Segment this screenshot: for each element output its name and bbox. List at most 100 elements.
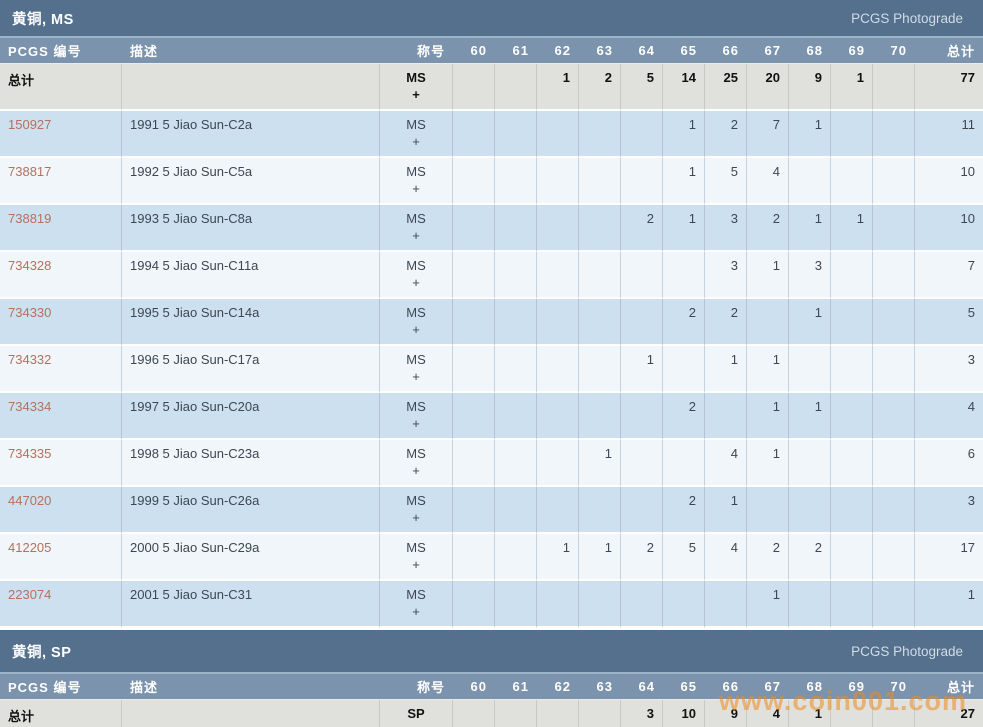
- col-header-grade-64: 64: [621, 674, 663, 700]
- designation-label: MS: [406, 540, 426, 555]
- col-header-grade-68: 68: [789, 674, 831, 700]
- section-brass-sp: 黄铜, SP PCGS Photograde PCGS 编号 描述 称号 60 61 62…: [0, 630, 983, 727]
- designation-cell: MS +: [380, 64, 453, 111]
- grade-cell-63: [579, 346, 621, 393]
- section-brass-ms: 黄铜, MS PCGS Photograde PCGS 编号 描述 称号 60 61 62…: [0, 0, 983, 628]
- grade-cell-70: [873, 111, 915, 158]
- grade-cell-70: [873, 581, 915, 628]
- grade-cell-69: 1: [831, 205, 873, 252]
- total-row: 总计 MS +1 2 5 14 25 20 9 1 77: [0, 64, 983, 111]
- grade-cell-62: [537, 487, 579, 534]
- pcgs-number-cell: 734330: [0, 299, 122, 346]
- grade-cell-68: 1: [789, 111, 831, 158]
- total-cell: 27: [915, 700, 983, 727]
- grade-cell-67: 2: [747, 534, 789, 581]
- grade-cell-65: [663, 346, 705, 393]
- plus-sign: +: [412, 604, 420, 619]
- col-header-grade-66: 66: [705, 674, 747, 700]
- pcgs-number-cell: 223074: [0, 581, 122, 628]
- grade-cell-63: [579, 252, 621, 299]
- grade-cell-60: [453, 205, 495, 252]
- grade-cell-67: 1: [747, 440, 789, 487]
- col-header-total: 总计: [915, 38, 983, 64]
- grade-cell-64: [621, 111, 663, 158]
- photograde-link[interactable]: PCGS Photograde: [851, 643, 963, 659]
- grade-cell-61: [495, 440, 537, 487]
- table-row: 412205 2000 5 Jiao Sun-C29a MS +1 1 2 5 4 2 2 17: [0, 534, 983, 581]
- designation-cell: MS +: [380, 581, 453, 628]
- grade-cell-65: 2: [663, 487, 705, 534]
- grade-cell-60: [453, 700, 495, 727]
- plus-sign: +: [412, 416, 420, 431]
- plus-sign: +: [412, 181, 420, 196]
- col-header-grade-64: 64: [621, 38, 663, 64]
- grade-cell-61: [495, 64, 537, 111]
- grade-cell-67: 7: [747, 111, 789, 158]
- grade-cell-61: [495, 158, 537, 205]
- grade-cell-62: [537, 205, 579, 252]
- grade-cell-61: [495, 252, 537, 299]
- pcgs-number-link[interactable]: 734330: [8, 305, 52, 320]
- pcgs-number-link[interactable]: 150927: [8, 117, 52, 132]
- col-header-grade-70: 70: [873, 674, 915, 700]
- grade-cell-60: [453, 299, 495, 346]
- grade-cell-70: [873, 205, 915, 252]
- grade-cell-65: 10: [663, 700, 705, 727]
- grade-cell-70: [873, 440, 915, 487]
- designation-cell: MS +: [380, 111, 453, 158]
- grade-cell-66: 1: [705, 346, 747, 393]
- grade-cell-63: 2: [579, 64, 621, 111]
- col-header-pcgs: PCGS 编号: [0, 38, 122, 64]
- population-table-ms: PCGS 编号 描述 称号 60 61 62 63 64 65 66 67 68 69 70 总计 总计 MS +…: [0, 38, 983, 628]
- grade-cell-60: [453, 64, 495, 111]
- pcgs-number-cell: 150927: [0, 111, 122, 158]
- designation-label: MS: [406, 587, 426, 602]
- pcgs-number-link[interactable]: 734334: [8, 399, 52, 414]
- designation-label: MS: [406, 211, 426, 226]
- total-label-cell: 总计: [0, 700, 122, 727]
- grade-cell-65: 1: [663, 111, 705, 158]
- col-header-grade-63: 63: [579, 38, 621, 64]
- grade-cell-67: 1: [747, 252, 789, 299]
- grade-cell-60: [453, 252, 495, 299]
- grade-cell-69: [831, 393, 873, 440]
- grade-cell-61: [495, 346, 537, 393]
- grade-cell-62: [537, 299, 579, 346]
- pcgs-number-link[interactable]: 734335: [8, 446, 52, 461]
- grade-cell-70: [873, 252, 915, 299]
- designation-label: MS: [406, 399, 426, 414]
- table-row: 734332 1996 5 Jiao Sun-C17a MS +1 1 1 3: [0, 346, 983, 393]
- pcgs-number-link[interactable]: 738817: [8, 164, 52, 179]
- grade-cell-61: [495, 111, 537, 158]
- table-row: 734334 1997 5 Jiao Sun-C20a MS +2 1 1 4: [0, 393, 983, 440]
- pcgs-number-link[interactable]: 734332: [8, 352, 52, 367]
- grade-cell-64: [621, 393, 663, 440]
- photograde-link[interactable]: PCGS Photograde: [851, 10, 963, 26]
- pcgs-number-link[interactable]: 734328: [8, 258, 52, 273]
- total-cell: 7: [915, 252, 983, 299]
- grade-cell-68: [789, 440, 831, 487]
- grade-cell-66: 4: [705, 534, 747, 581]
- total-cell: 1: [915, 581, 983, 628]
- grade-cell-66: 5: [705, 158, 747, 205]
- designation-cell: MS +: [380, 252, 453, 299]
- plus-sign: +: [412, 228, 420, 243]
- pcgs-number-link[interactable]: 447020: [8, 493, 52, 508]
- pcgs-number-link[interactable]: 223074: [8, 587, 52, 602]
- description-cell: 1992 5 Jiao Sun-C5a: [122, 158, 380, 205]
- grade-cell-70: [873, 346, 915, 393]
- grade-cell-66: 3: [705, 252, 747, 299]
- pcgs-number-link[interactable]: 738819: [8, 211, 52, 226]
- grade-cell-67: 20: [747, 64, 789, 111]
- pcgs-number-link[interactable]: 412205: [8, 540, 52, 555]
- designation-cell: MS +: [380, 440, 453, 487]
- grade-cell-63: [579, 393, 621, 440]
- grade-cell-60: [453, 158, 495, 205]
- grade-cell-61: [495, 581, 537, 628]
- description-cell: [122, 64, 380, 111]
- grade-cell-62: [537, 346, 579, 393]
- grade-cell-69: [831, 440, 873, 487]
- designation-label: MS: [406, 446, 426, 461]
- table-row: 150927 1991 5 Jiao Sun-C2a MS +1 2 7 1 11: [0, 111, 983, 158]
